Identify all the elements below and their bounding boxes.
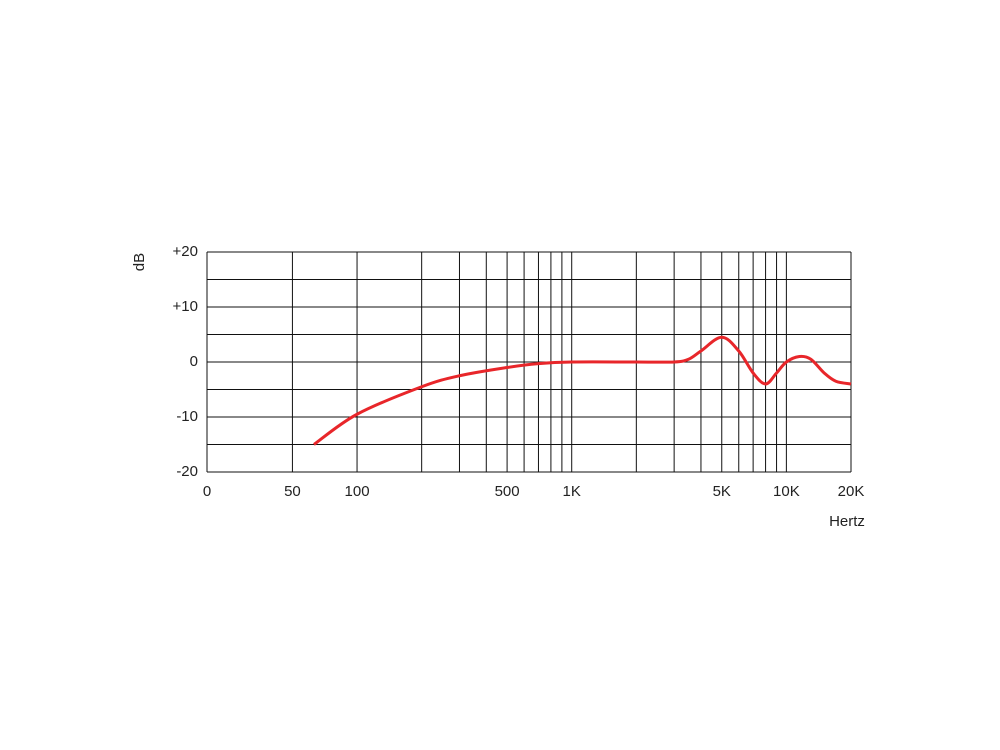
x-tick-label: 100 <box>345 483 370 500</box>
y-tick-label: +20 <box>173 243 198 260</box>
x-axis-label: Hertz <box>829 513 865 530</box>
x-tick-label: 50 <box>284 483 301 500</box>
x-tick-label: 5K <box>713 483 731 500</box>
x-tick-label: 1K <box>563 483 581 500</box>
y-tick-label: -20 <box>176 463 198 480</box>
y-tick-label: +10 <box>173 298 198 315</box>
y-axis-label: dB <box>131 253 148 271</box>
y-tick-label: -10 <box>176 408 198 425</box>
y-tick-label: 0 <box>190 353 198 370</box>
x-tick-label: 500 <box>495 483 520 500</box>
x-tick-label: 20K <box>838 483 865 500</box>
x-tick-label: 0 <box>203 483 211 500</box>
response-curve <box>313 335 852 446</box>
x-tick-label: 10K <box>773 483 800 500</box>
